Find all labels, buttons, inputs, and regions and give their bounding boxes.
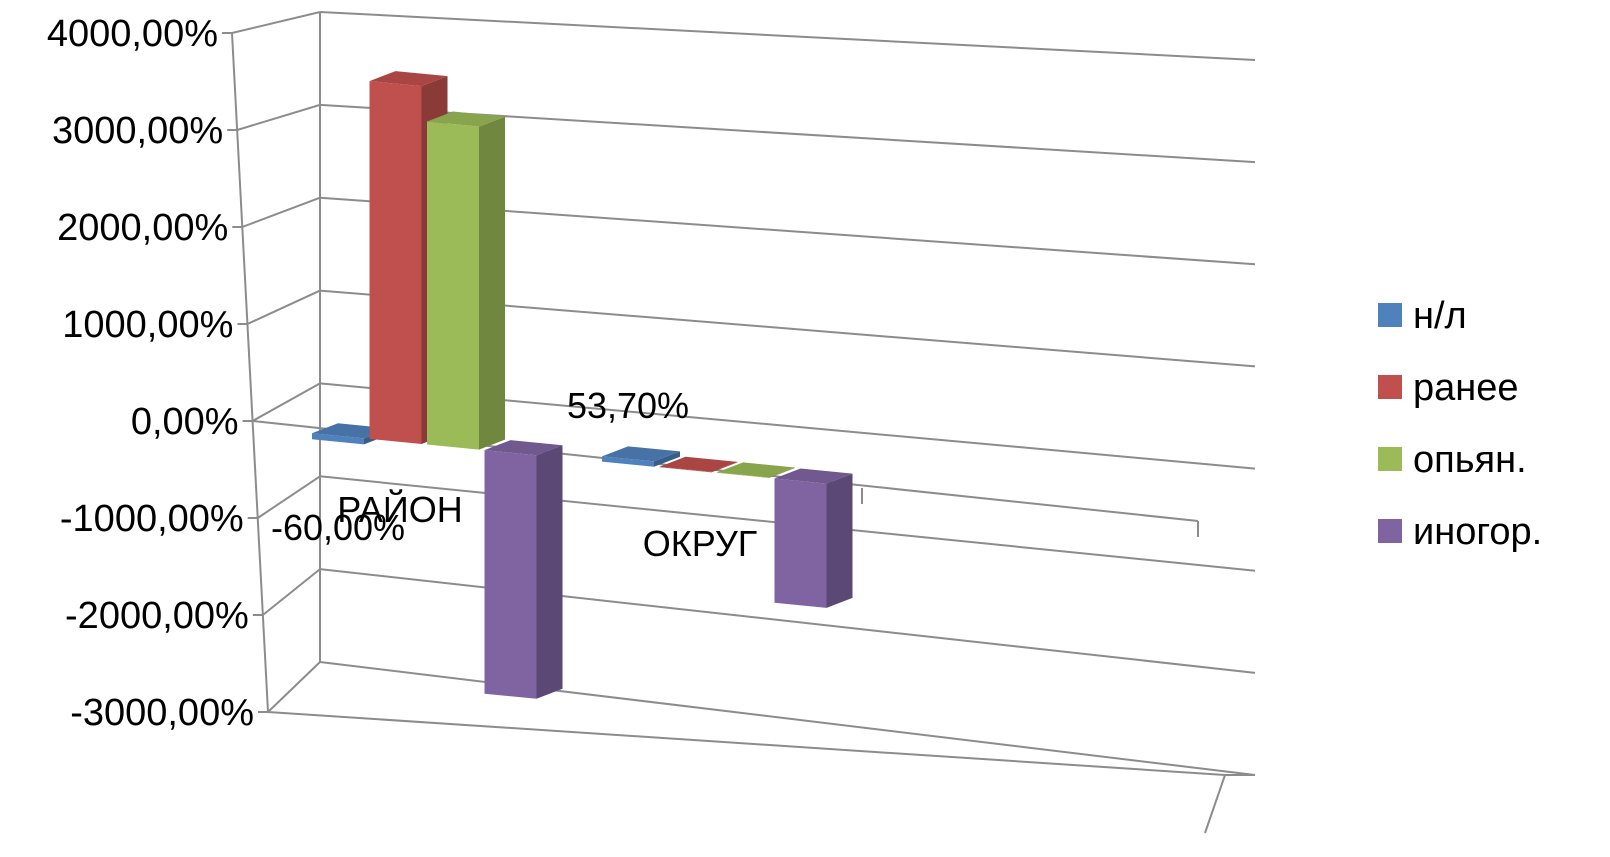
gridline (319, 568, 1256, 674)
y-tick-label: 2000,00% (57, 207, 228, 249)
gridline-side (247, 289, 321, 325)
floor-front-edge (267, 711, 1226, 776)
bar-item-0-2 (427, 111, 505, 450)
bar-front (484, 450, 537, 699)
value-axis (231, 32, 269, 713)
bar-top (602, 446, 680, 462)
bar-top (369, 71, 448, 87)
bar-side (479, 116, 505, 450)
bar-item-1-3 (774, 468, 853, 608)
bar-front (602, 456, 654, 467)
y-tick-label: 0,00% (131, 401, 239, 443)
legend-swatch (1378, 375, 1402, 399)
bar-front (312, 433, 364, 445)
bar-side (826, 473, 853, 608)
gridline-side (257, 475, 321, 519)
y-tick-label: -2000,00% (65, 595, 249, 637)
bar-top (484, 440, 563, 456)
bar-top (659, 456, 738, 472)
bar-top (717, 462, 795, 478)
bar-side (711, 461, 738, 473)
y-tick-label: 4000,00% (47, 13, 218, 55)
bar-front (659, 466, 712, 473)
gridline-side (267, 661, 321, 713)
chart-walls (222, 11, 1256, 834)
bar-item-0-3 (484, 440, 563, 699)
category-label: РАЙОН (337, 488, 463, 530)
y-tick-label: 3000,00% (52, 110, 223, 152)
chart-bars (312, 71, 853, 699)
legend-swatch (1378, 303, 1402, 327)
gridline-side (262, 568, 321, 616)
bar-front (717, 472, 769, 479)
bar-front (369, 81, 422, 445)
gridline-side (236, 103, 321, 131)
gridline (319, 11, 1256, 61)
gridline-side (231, 11, 321, 34)
legend-swatch (1378, 519, 1402, 543)
legend-label: н/л (1413, 295, 1467, 337)
chart-labels: 4000,00% 3000,00% 2000,00% 1000,00% 0,00% -10… (47, 13, 757, 734)
bar-side (536, 445, 563, 699)
data-label: -60,00% (271, 507, 405, 548)
legend: н/л ранее опьян. иногор. (1378, 295, 1542, 553)
bar-item-1-2 (717, 462, 795, 479)
legend-swatch (1378, 447, 1402, 471)
bar-item-1-1 (659, 456, 738, 473)
legend-label: ранее (1413, 367, 1519, 409)
floor-corner (1204, 774, 1226, 834)
bar-front (774, 478, 827, 608)
bar-side (654, 451, 680, 467)
legend-label: иногор. (1413, 511, 1542, 553)
bar-front (427, 121, 479, 450)
bar-top (427, 111, 505, 127)
y-tick-label: 1000,00% (62, 304, 233, 346)
data-label: 53,70% (567, 385, 689, 426)
y-tick-label: -3000,00% (70, 692, 254, 734)
bar-item-1-0 (602, 446, 680, 467)
category-label: ОКРУГ (643, 523, 758, 564)
bar-top (774, 468, 853, 484)
gridline-side (241, 196, 321, 228)
gridline-side (252, 382, 321, 422)
legend-label: опьян. (1413, 439, 1527, 481)
y-tick-label: -1000,00% (60, 498, 244, 540)
gridline (319, 661, 1256, 776)
bar-side (769, 467, 795, 479)
